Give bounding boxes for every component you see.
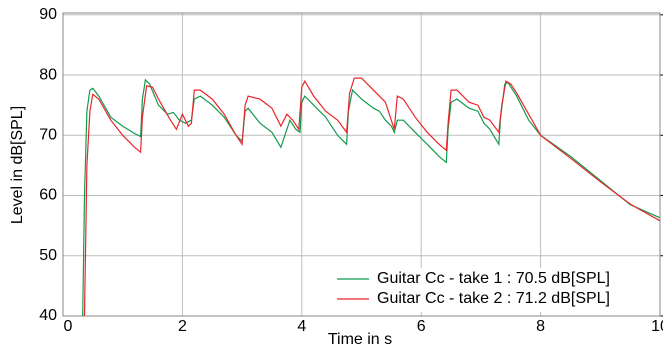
y-tick-label: 60 [39,187,57,204]
y-tick-label: 70 [39,127,57,144]
x-tick-label: 2 [178,318,187,335]
x-axis-label: Time in s [328,331,392,346]
x-tick-label: 0 [64,318,73,335]
x-tick-label: 4 [297,318,306,335]
line [82,78,660,316]
legend-box [333,268,657,312]
legend-label: Guitar Cc - take 2 : 71.2 dB[SPL] [377,290,610,307]
y-tick-label: 40 [39,307,57,324]
y-axis-label: Level in dB[SPL] [9,106,26,224]
legend-label: Guitar Cc - take 1 : 70.5 dB[SPL] [377,270,610,287]
y-tick-label: 90 [39,6,57,23]
x-tick-label: 10 [651,318,663,335]
plot-frame [62,12,661,317]
line [83,77,660,316]
x-tick-label: 8 [536,318,545,335]
x-tick-label: 6 [417,318,426,335]
y-tick-label: 50 [39,247,57,264]
y-tick-label: 80 [39,66,57,83]
